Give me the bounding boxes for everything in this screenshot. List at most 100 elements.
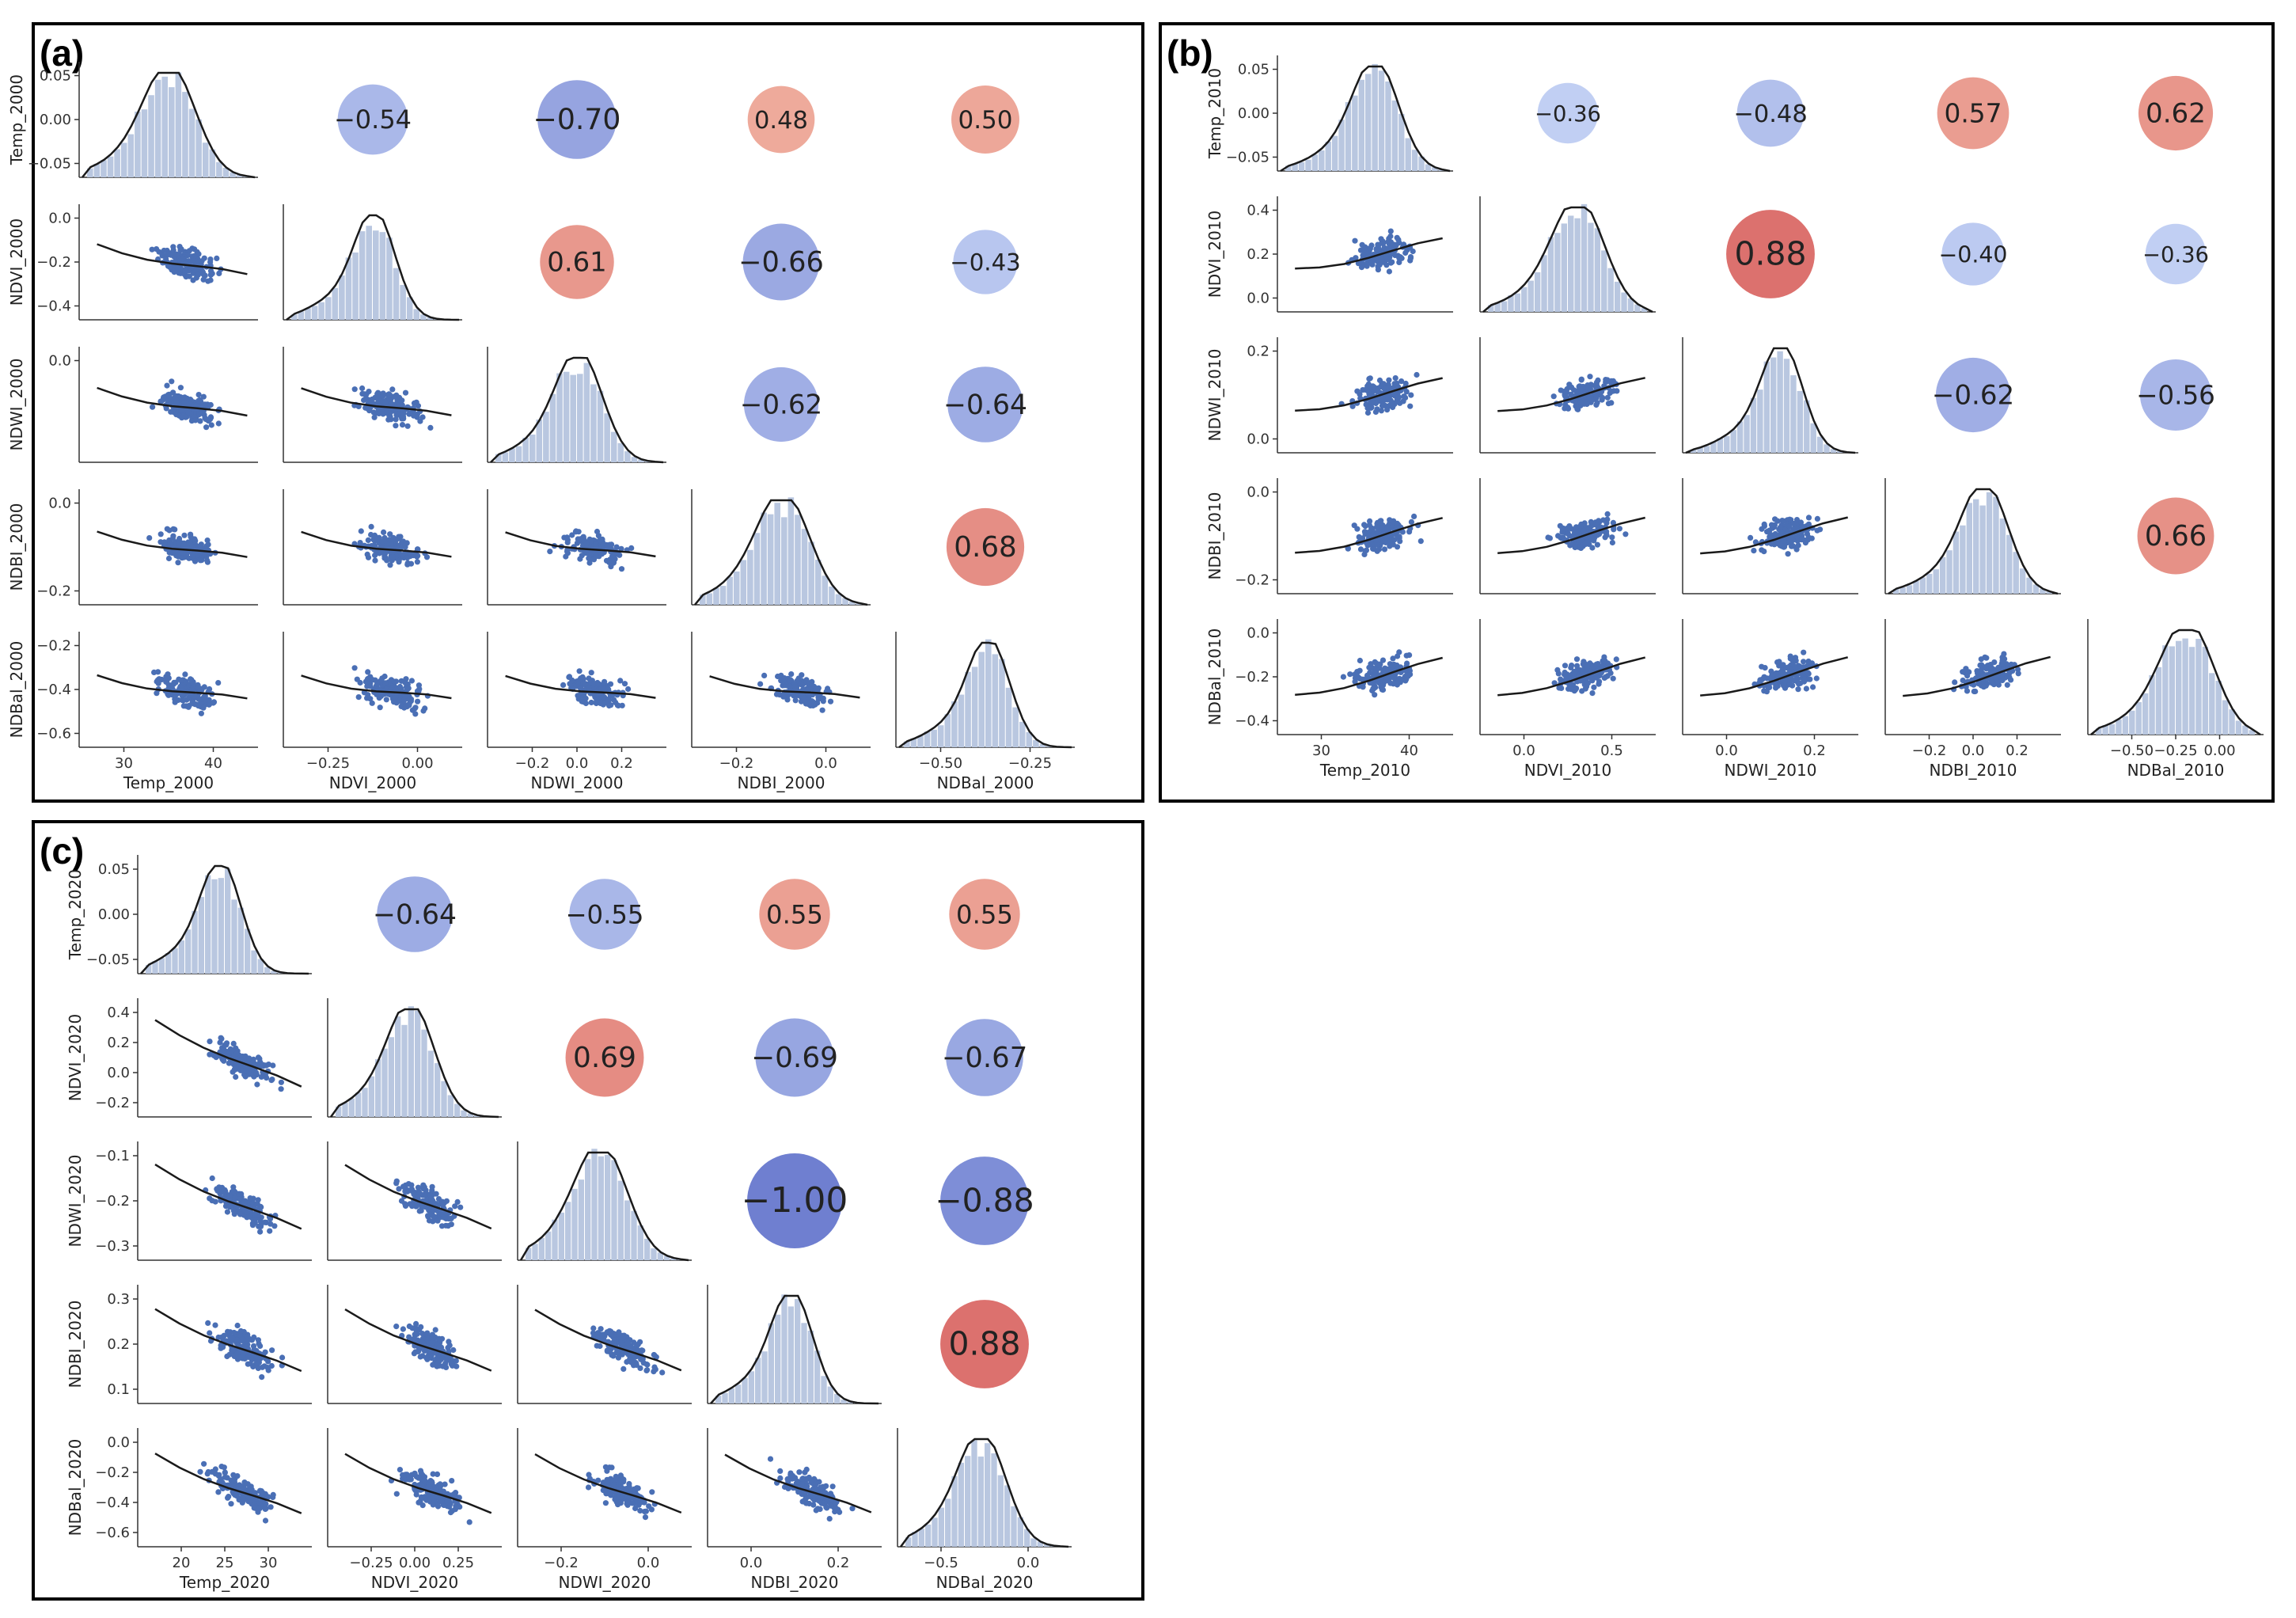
scatter-point — [457, 1204, 464, 1210]
histogram-bar — [814, 560, 822, 605]
scatter-point — [180, 256, 186, 262]
scatter-point — [419, 1192, 426, 1198]
scatter-point — [236, 1195, 242, 1202]
scatter-point — [803, 701, 810, 707]
scatter-point — [389, 401, 395, 407]
scatter-point — [1589, 690, 1596, 697]
scatter-point — [613, 544, 620, 550]
scatter-point — [408, 1476, 414, 1483]
scatter-point — [1379, 257, 1385, 264]
histogram-bar — [775, 1314, 781, 1403]
scatter-point — [247, 1487, 253, 1494]
scatter-point — [368, 523, 374, 530]
histogram-bar — [774, 503, 780, 605]
correlation-circle — [1941, 222, 2005, 286]
scatter-point — [1589, 678, 1596, 684]
scatter-point — [188, 534, 194, 540]
histogram-bar — [583, 363, 590, 462]
scatter-point — [788, 671, 795, 678]
scatter-point — [1574, 663, 1581, 669]
scatter-point — [414, 559, 420, 565]
scatter-point — [224, 1338, 230, 1344]
scatter-point — [244, 1209, 250, 1215]
scatter-point — [214, 255, 220, 261]
scatter-point — [1782, 678, 1788, 684]
scatter-point — [183, 274, 189, 280]
scatter-point — [2015, 670, 2021, 677]
histogram-bar — [597, 390, 604, 462]
scatter-point — [448, 1361, 454, 1367]
histogram-bar — [1372, 63, 1378, 171]
scatter-point — [401, 697, 408, 704]
histogram-bar — [1816, 436, 1824, 453]
histogram-bar — [362, 1088, 368, 1117]
scatter-point — [1374, 524, 1380, 530]
scatter-point — [424, 1330, 431, 1336]
scatter-point — [236, 1191, 242, 1197]
scatter-point — [598, 686, 605, 692]
histogram-bar — [1541, 255, 1547, 312]
scatter-point — [351, 665, 358, 671]
scatter-point — [1814, 527, 1820, 534]
scatter-point — [186, 555, 192, 561]
histogram-bar — [1508, 295, 1514, 312]
histogram-bar — [631, 457, 638, 462]
scatter-point — [1593, 661, 1600, 667]
histogram-bar — [1026, 731, 1033, 747]
scatter-point — [400, 1183, 407, 1190]
scatter-point — [442, 1222, 450, 1229]
scatter-point — [1347, 671, 1353, 678]
scatter-point — [240, 1352, 246, 1358]
scatter-point — [180, 549, 186, 556]
scatter-point — [1779, 518, 1786, 524]
trend-line — [1295, 377, 1443, 412]
scatter-point — [1752, 539, 1759, 545]
histogram-bar — [165, 953, 172, 974]
histogram-bar — [401, 1024, 408, 1117]
scatter-point — [597, 1343, 603, 1350]
histogram-bar — [271, 970, 277, 974]
scatter-point — [429, 1335, 435, 1342]
correlation-circle — [953, 230, 1018, 294]
histogram-bar — [251, 950, 257, 974]
scatter-point — [618, 545, 624, 552]
scatter-point — [644, 1367, 651, 1373]
scatter-point — [232, 1195, 238, 1202]
scatter-point — [365, 669, 371, 675]
trend-line — [301, 387, 452, 416]
correlation-value: −0.64 — [943, 389, 1027, 421]
scatter-point — [169, 378, 175, 385]
scatter-point — [1379, 657, 1387, 663]
histogram-bar — [1514, 293, 1521, 312]
scatter-point — [574, 540, 581, 546]
scatter-point — [1579, 688, 1585, 694]
y-tick-label: 0.4 — [107, 1005, 130, 1021]
x-tick-label: 0.0 — [1715, 743, 1738, 759]
scatter-point — [564, 539, 571, 545]
y-axis-label: Temp_2020 — [66, 869, 85, 960]
scatter-point — [1600, 517, 1607, 523]
scatter-point — [618, 566, 625, 572]
histogram-bar — [427, 1050, 434, 1117]
x-tick-label: 25 — [216, 1555, 234, 1571]
scatter-point — [1603, 378, 1610, 385]
scatter-point — [624, 1340, 632, 1346]
scatter-point — [205, 541, 211, 548]
x-tick-label: 0.0 — [566, 755, 589, 772]
scatter-point — [611, 697, 617, 703]
scatter-point — [1394, 394, 1400, 401]
scatter-point — [199, 687, 205, 693]
scatter-point — [421, 1477, 427, 1483]
histogram-bar — [413, 309, 420, 320]
scatter-point — [595, 533, 602, 539]
histogram-bar — [1717, 438, 1724, 453]
scatter-point — [176, 535, 183, 542]
scatter-point — [1562, 526, 1568, 533]
scatter-point — [456, 1495, 462, 1501]
scatter-point — [205, 1468, 211, 1476]
scatter-point — [150, 404, 156, 410]
histogram-bar — [781, 517, 787, 605]
scatter-point — [221, 1058, 227, 1064]
y-tick-label: −0.2 — [1235, 572, 1269, 588]
scatter-point — [1369, 531, 1376, 537]
